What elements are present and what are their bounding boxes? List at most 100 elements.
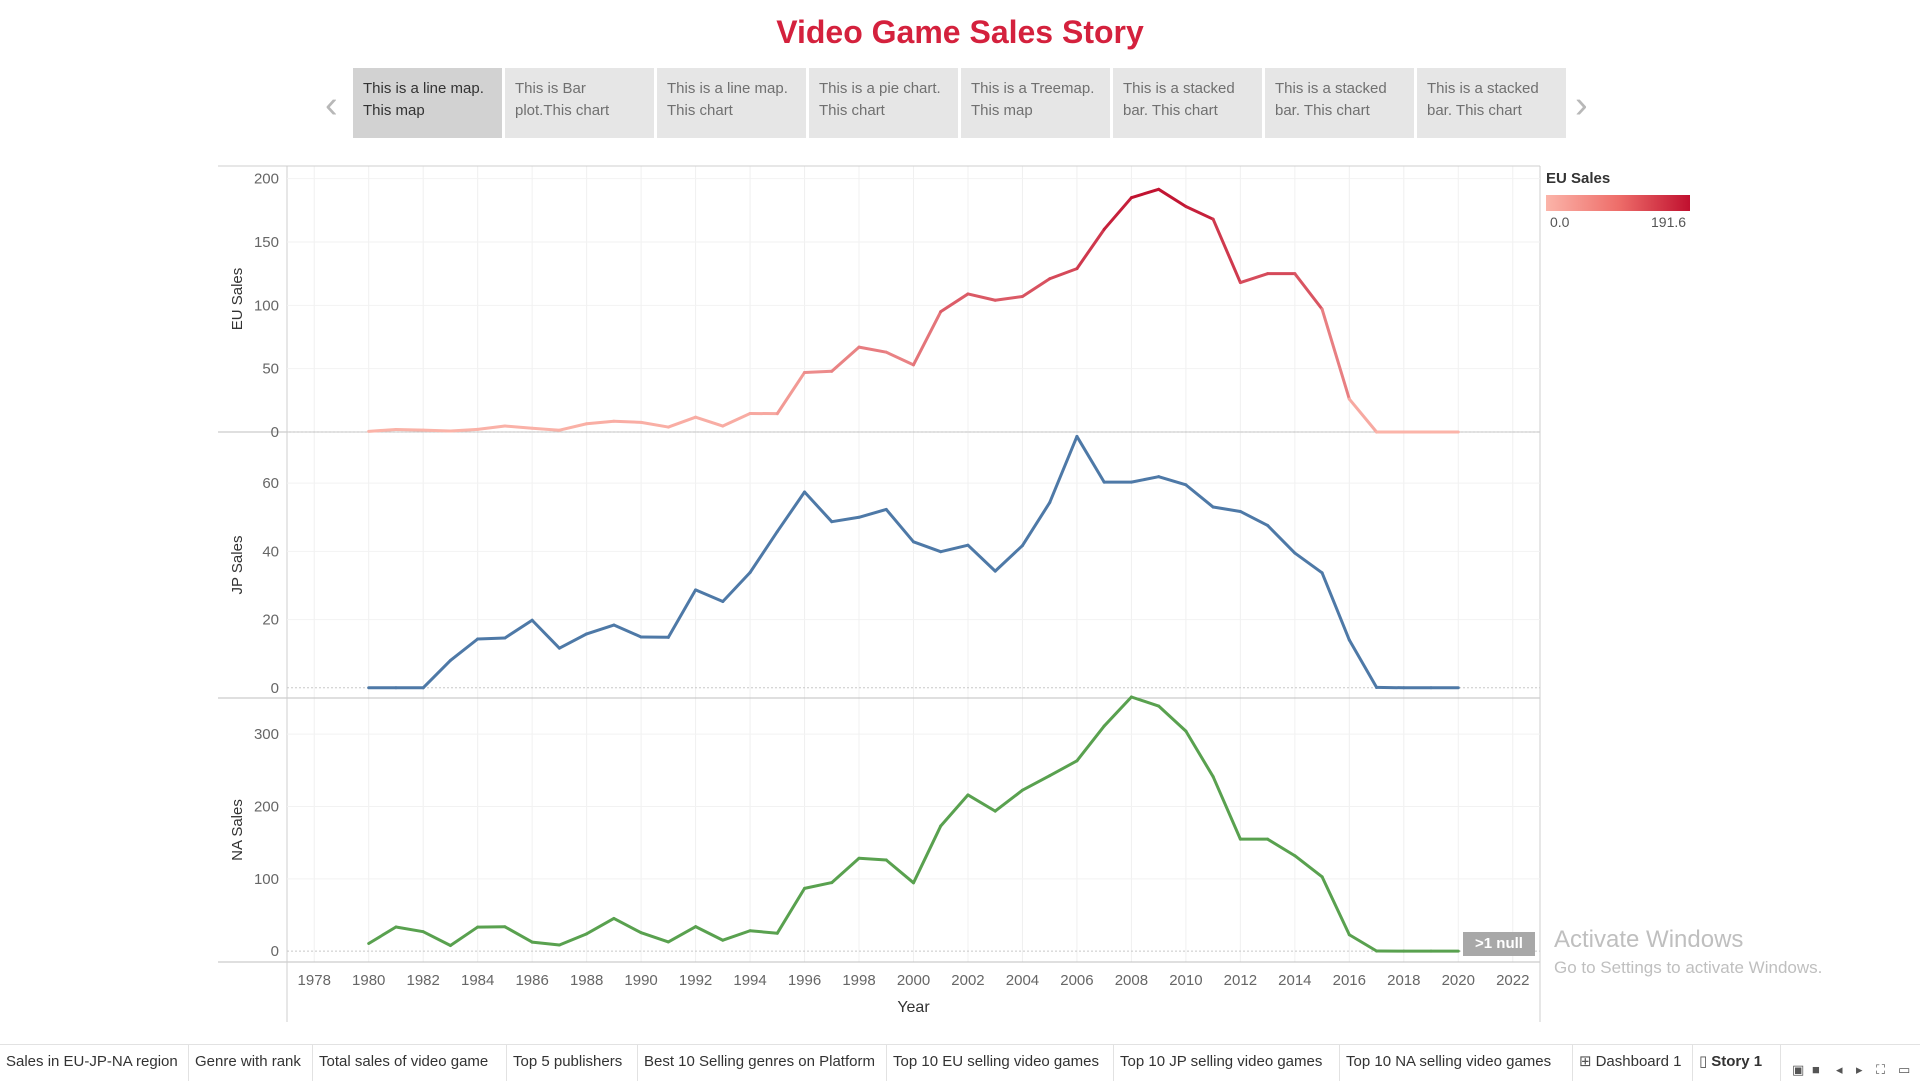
- y-tick-label: 200: [254, 798, 279, 815]
- y-tick-label: 100: [254, 297, 279, 314]
- tab-genre-with-rank[interactable]: Genre with rank: [189, 1045, 313, 1081]
- tab-scroll-right-icon[interactable]: ▸: [1856, 1062, 1863, 1078]
- tab-label: Sales in EU-JP-NA region: [6, 1053, 178, 1070]
- eu-sales-segment: [1295, 274, 1322, 309]
- na-sales-segment: [1159, 706, 1186, 731]
- jp-sales-segment: [1213, 507, 1240, 511]
- na-sales-segment: [1186, 731, 1213, 777]
- eu-sales-segment: [886, 352, 913, 365]
- eu-sales-segment: [559, 424, 586, 430]
- na-sales-segment: [587, 918, 614, 933]
- eu-sales-segment: [941, 294, 968, 312]
- jp-sales-segment: [478, 638, 505, 639]
- x-tick-label: 1996: [788, 972, 821, 989]
- x-tick-label: 1978: [298, 972, 331, 989]
- jp-sales-segment: [668, 590, 695, 637]
- na-sales-segment: [995, 790, 1022, 811]
- jp-sales-segment: [587, 625, 614, 634]
- na-sales-segment: [805, 883, 832, 889]
- watermark-subtitle: Go to Settings to activate Windows.: [1554, 958, 1822, 978]
- color-legend: EU Sales 0.0 191.6: [1546, 170, 1696, 211]
- na-sales-segment: [914, 826, 941, 883]
- x-tick-label: 1990: [624, 972, 657, 989]
- x-tick-label: 2008: [1115, 972, 1148, 989]
- jp-sales-segment: [532, 620, 559, 648]
- tab-top-5-publishers[interactable]: Top 5 publishers: [507, 1045, 638, 1081]
- jp-sales-segment: [559, 634, 586, 648]
- tab-story-1[interactable]: ▯Story 1: [1693, 1045, 1781, 1081]
- eu-sales-segment: [777, 372, 804, 413]
- x-tick-label: 2004: [1006, 972, 1039, 989]
- null-indicator-badge[interactable]: >1 null: [1463, 932, 1535, 956]
- na-sales-segment: [396, 927, 423, 932]
- jp-sales-segment: [886, 509, 913, 541]
- na-sales-segment: [559, 934, 586, 945]
- tab-total-sales[interactable]: Total sales of video game: [313, 1045, 507, 1081]
- tab-top-10-jp[interactable]: Top 10 JP selling video games: [1114, 1045, 1340, 1081]
- jp-sales-segment: [723, 573, 750, 602]
- tab-label: Top 10 EU selling video games: [893, 1053, 1099, 1070]
- tab-label: Top 5 publishers: [513, 1053, 622, 1070]
- eu-sales-segment: [1159, 189, 1186, 206]
- tab-best-10-genres[interactable]: Best 10 Selling genres on Platform: [638, 1045, 887, 1081]
- eu-sales-segment: [396, 429, 423, 430]
- x-tick-label: 1986: [515, 972, 548, 989]
- sheet-tab-bar: Sales in EU-JP-NA region Genre with rank…: [0, 1044, 1920, 1081]
- tab-label: Top 10 NA selling video games: [1346, 1053, 1551, 1070]
- jp-sales-segment: [423, 660, 450, 687]
- y-axis-label: JP Sales: [229, 536, 246, 595]
- na-sales-segment: [369, 927, 396, 943]
- na-sales-segment: [777, 888, 804, 933]
- x-tick-label: 2020: [1442, 972, 1475, 989]
- tab-label: Dashboard 1: [1596, 1053, 1682, 1070]
- eu-sales-segment: [1131, 189, 1158, 197]
- x-tick-label: 2014: [1278, 972, 1311, 989]
- eu-sales-segment: [505, 426, 532, 428]
- jp-sales-segment: [1050, 436, 1077, 502]
- y-tick-label: 40: [262, 543, 279, 560]
- na-sales-segment: [1104, 697, 1131, 726]
- x-tick-label: 1994: [733, 972, 766, 989]
- y-tick-label: 150: [254, 234, 279, 251]
- jp-sales-segment: [1240, 511, 1267, 525]
- eu-sales-segment: [587, 421, 614, 424]
- eu-sales-segment: [914, 312, 941, 365]
- y-tick-label: 60: [262, 475, 279, 492]
- na-sales-segment: [886, 860, 913, 883]
- na-sales-segment: [968, 795, 995, 811]
- tab-top-10-na[interactable]: Top 10 NA selling video games: [1340, 1045, 1573, 1081]
- tab-top-10-eu[interactable]: Top 10 EU selling video games: [887, 1045, 1114, 1081]
- show-filmstrip-icon[interactable]: ▣: [1792, 1062, 1804, 1078]
- na-sales-segment: [450, 927, 477, 945]
- x-tick-label: 2002: [951, 972, 984, 989]
- eu-sales-segment: [532, 428, 559, 430]
- tab-label: Genre with rank: [195, 1053, 301, 1070]
- eu-sales-segment: [641, 422, 668, 427]
- na-sales-segment: [941, 795, 968, 826]
- y-tick-label: 20: [262, 612, 279, 629]
- legend-min-label: 0.0: [1550, 214, 1569, 230]
- tab-sales-eu-jp-na[interactable]: Sales in EU-JP-NA region: [0, 1045, 189, 1081]
- jp-sales-segment: [805, 492, 832, 522]
- na-sales-segment: [859, 858, 886, 860]
- eu-sales-segment: [1077, 229, 1104, 268]
- eu-sales-segment: [614, 421, 641, 422]
- eu-sales-segment: [478, 426, 505, 429]
- jp-sales-segment: [614, 625, 641, 637]
- jp-sales-segment: [1295, 553, 1322, 573]
- x-tick-label: 1992: [679, 972, 712, 989]
- eu-sales-segment: [805, 371, 832, 372]
- tab-dashboard-1[interactable]: ⊞Dashboard 1: [1573, 1045, 1693, 1081]
- na-sales-segment: [505, 927, 532, 942]
- watermark-title: Activate Windows: [1554, 926, 1822, 954]
- na-sales-segment: [614, 918, 641, 932]
- show-tabs-icon[interactable]: ■: [1812, 1062, 1820, 1077]
- x-tick-label: 1982: [407, 972, 440, 989]
- tab-scroll-left-icon[interactable]: ◂: [1836, 1062, 1843, 1078]
- jp-sales-segment: [777, 492, 804, 532]
- dashboard-grid-icon: ⊞: [1579, 1053, 1592, 1070]
- present-icon[interactable]: ▭: [1898, 1062, 1910, 1078]
- fullscreen-icon[interactable]: ⛶: [1876, 1062, 1885, 1078]
- eu-sales-segment: [1186, 207, 1213, 220]
